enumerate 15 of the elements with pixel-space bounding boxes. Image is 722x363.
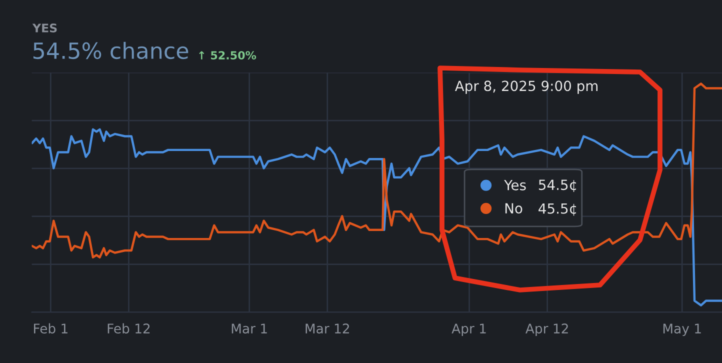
x-tick-label: Mar 12 [306,324,349,334]
annotation: Apr 8, 2025 9:00 pm [454,80,598,94]
annotation: 54.5¢ [538,180,576,192]
x-tick-label: Apr 12 [525,324,568,336]
annotation: 45.5¢ [538,203,576,216]
chart-title: 54.5% chance [33,42,188,60]
x-tick-label: Mar 1 [232,324,267,334]
x-tick-label: May 1 [663,324,701,336]
text: YES [32,24,57,32]
chart-subtitle: ↑ 52.50% [199,51,256,60]
legend-label: No [505,203,522,214]
x-tick-label: Feb 12 [108,323,150,334]
x-tick-label: Feb 1 [34,323,68,334]
legend-label: Yes [504,180,526,190]
x-tick-label: Apr 1 [452,324,486,336]
